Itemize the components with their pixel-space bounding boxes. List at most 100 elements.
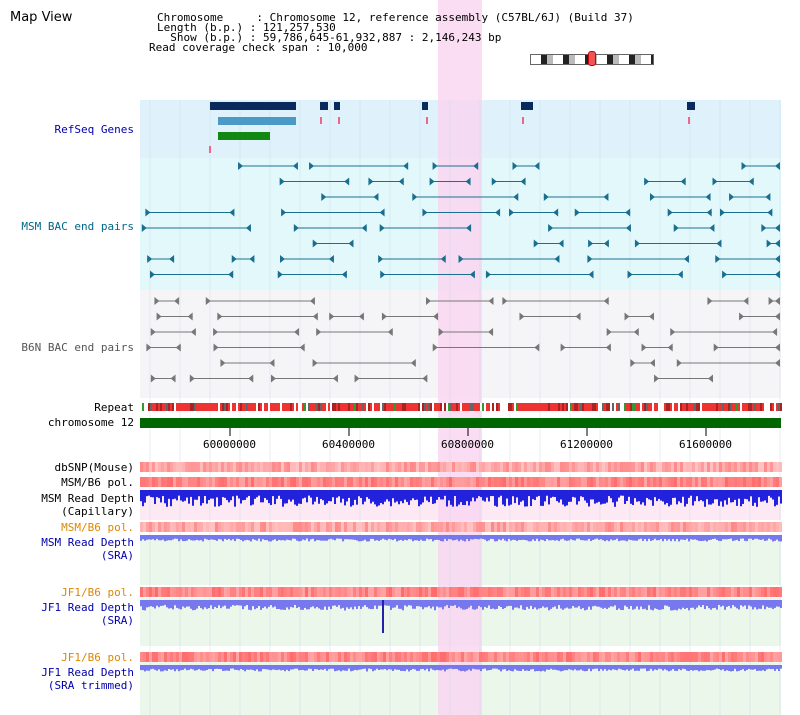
polymorphism-mark xyxy=(383,462,386,472)
read-depth-bar xyxy=(204,600,206,608)
polymorphism-mark xyxy=(254,587,257,597)
polymorphism-mark xyxy=(413,477,416,487)
repeat-mark xyxy=(736,403,738,411)
read-depth-bar xyxy=(256,490,258,498)
repeat-mark xyxy=(356,403,358,411)
polymorphism-mark xyxy=(698,462,701,472)
read-depth-bar xyxy=(174,665,176,672)
repeat-mark xyxy=(490,403,492,411)
read-depth-bar xyxy=(282,600,284,610)
repeat-mark xyxy=(656,403,658,411)
repeat-mark xyxy=(308,403,310,411)
repeat-mark xyxy=(164,403,166,411)
polymorphism-mark xyxy=(434,522,437,532)
read-depth-bar xyxy=(150,535,152,540)
polymorphism-mark xyxy=(731,462,734,472)
polymorphism-mark xyxy=(380,652,383,662)
b6n-bac-pair-end xyxy=(220,359,226,367)
polymorphism-mark xyxy=(707,587,710,597)
read-depth-bar xyxy=(370,600,372,610)
read-depth-bar xyxy=(262,600,264,609)
read-depth-bar xyxy=(512,600,514,610)
polymorphism-mark xyxy=(737,587,740,597)
polymorphism-mark xyxy=(569,462,572,472)
read-depth-bar xyxy=(202,665,204,671)
read-depth-bar xyxy=(440,535,442,542)
read-depth-bar xyxy=(334,535,336,541)
read-depth-bar xyxy=(658,535,660,541)
polymorphism-mark xyxy=(395,477,398,487)
polymorphism-mark xyxy=(350,477,353,487)
polymorphism-mark xyxy=(425,477,428,487)
polymorphism-mark xyxy=(626,652,629,662)
polymorphism-mark xyxy=(596,652,599,662)
repeat-mark xyxy=(524,403,526,411)
b6n-bac-pair-end xyxy=(270,374,276,383)
repeat-mark xyxy=(270,403,272,411)
msm-bac-pair-end xyxy=(229,208,235,217)
polymorphism-mark xyxy=(524,477,527,487)
polymorphism-mark xyxy=(344,587,347,597)
polymorphism-mark xyxy=(734,652,737,662)
read-depth-bar xyxy=(666,600,668,606)
read-depth-bar xyxy=(476,535,478,540)
repeat-mark xyxy=(292,403,294,411)
polymorphism-mark xyxy=(641,462,644,472)
read-depth-bar xyxy=(454,665,456,669)
polymorphism-mark xyxy=(158,462,161,472)
polymorphism-mark xyxy=(539,652,542,662)
read-depth-bar xyxy=(584,600,586,611)
polymorphism-mark xyxy=(542,477,545,487)
read-depth-bar xyxy=(656,600,658,610)
read-depth-bar xyxy=(198,665,200,670)
read-depth-bar xyxy=(242,490,244,501)
read-depth-bar xyxy=(262,490,264,503)
polymorphism-mark xyxy=(146,522,149,532)
polymorphism-mark xyxy=(332,462,335,472)
read-depth-bar xyxy=(620,600,622,610)
read-depth-bar xyxy=(148,665,150,671)
read-depth-bar xyxy=(314,665,316,670)
polymorphism-mark xyxy=(569,522,572,532)
read-depth-bar xyxy=(700,600,702,608)
polymorphism-mark xyxy=(527,587,530,597)
repeat-mark xyxy=(544,403,546,411)
read-depth-bar xyxy=(664,490,666,505)
repeat-mark xyxy=(378,403,380,411)
read-depth-bar xyxy=(406,665,408,670)
read-depth-bar xyxy=(654,535,656,539)
polymorphism-mark xyxy=(233,462,236,472)
read-depth-bar xyxy=(188,600,190,607)
polymorphism-mark xyxy=(698,477,701,487)
polymorphism-mark xyxy=(440,587,443,597)
b6n-bac-pair-end xyxy=(433,312,439,321)
read-depth-bar xyxy=(338,665,340,671)
msm-bac-pair-end xyxy=(680,177,686,186)
polymorphism-mark xyxy=(356,522,359,532)
read-depth-bar xyxy=(282,535,284,541)
repeat-mark xyxy=(692,403,694,411)
polymorphism-mark xyxy=(272,462,275,472)
read-depth-bar xyxy=(322,600,324,610)
read-depth-bar xyxy=(242,665,244,670)
read-depth-bar xyxy=(240,535,242,540)
repeat-mark xyxy=(774,403,776,411)
read-depth-bar xyxy=(630,535,632,541)
b6n-bac-pair-end xyxy=(187,312,193,321)
polymorphism-mark xyxy=(164,652,167,662)
polymorphism-mark xyxy=(335,477,338,487)
polymorphism-mark xyxy=(152,587,155,597)
polymorphism-mark xyxy=(662,462,665,472)
polymorphism-mark xyxy=(446,522,449,532)
read-depth-bar xyxy=(366,535,368,542)
polymorphism-mark xyxy=(305,477,308,487)
read-depth-bar xyxy=(666,665,668,671)
read-depth-bar xyxy=(654,600,656,609)
read-depth-bar xyxy=(686,535,688,539)
polymorphism-mark xyxy=(545,462,548,472)
read-depth-bar xyxy=(630,490,632,504)
msm-bac-pair-end xyxy=(403,162,409,170)
polymorphism-mark xyxy=(212,462,215,472)
polymorphism-mark xyxy=(305,587,308,597)
